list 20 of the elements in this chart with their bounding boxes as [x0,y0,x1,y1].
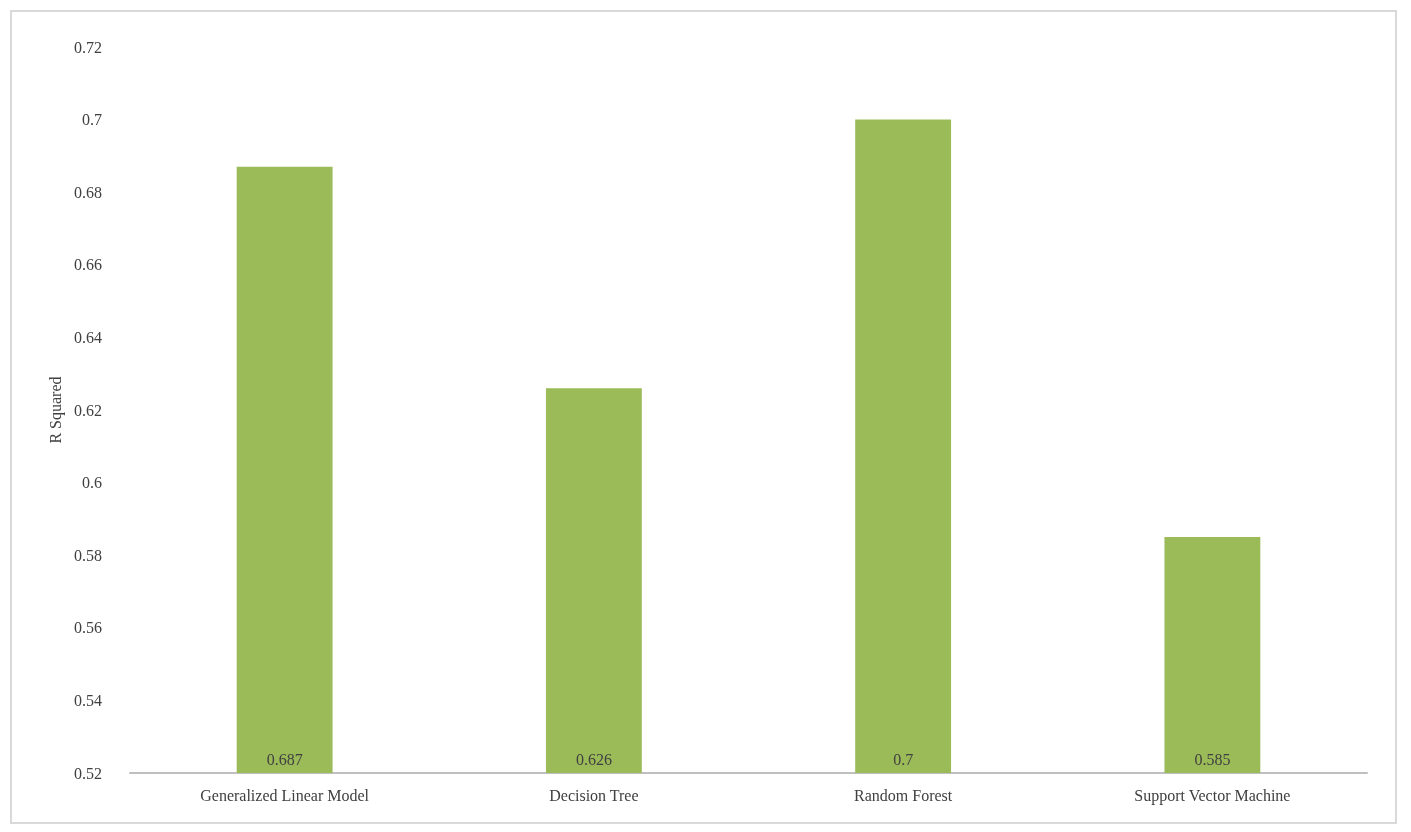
y-tick-label: 0.6 [82,474,102,492]
y-tick-label: 0.54 [74,691,102,709]
x-tick-label: Decision Tree [549,786,639,804]
data-label: 0.7 [893,750,914,768]
y-tick-label: 0.66 [74,256,102,274]
y-tick-label: 0.68 [74,183,102,201]
y-tick-label: 0.58 [74,546,102,564]
x-tick-label: Random Forest [854,786,953,804]
y-tick-label: 0.62 [74,401,102,419]
y-axis-title: R Squared [46,376,65,444]
y-tick-label: 0.52 [74,764,102,782]
data-label: 0.585 [1194,750,1231,768]
y-tick-label: 0.56 [74,619,102,637]
x-tick-label: Support Vector Machine [1134,786,1291,805]
x-tick-label: Generalized Linear Model [200,786,370,804]
y-tick-label: 0.64 [74,328,102,346]
data-label: 0.626 [575,750,612,768]
y-tick-label: 0.7 [82,111,102,129]
y-tick-label: 0.72 [74,38,102,56]
data-label: 0.687 [266,750,303,768]
